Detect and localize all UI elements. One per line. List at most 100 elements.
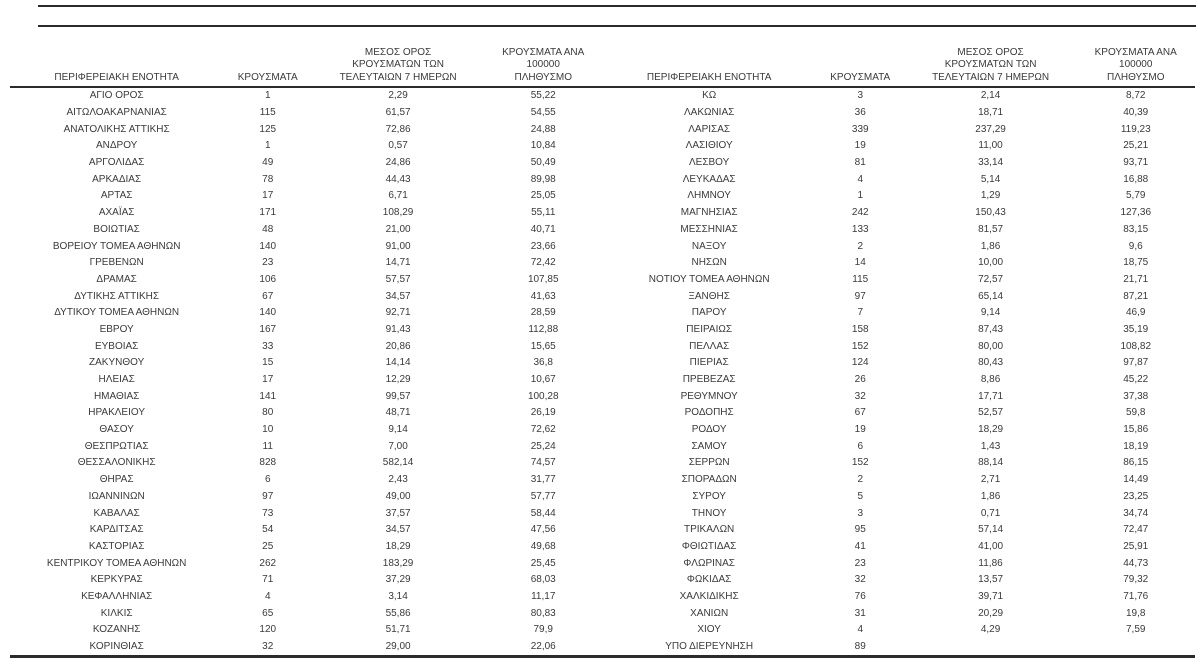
table-row: ΑΓΙΟ ΟΡΟΣ 1 2,29 55,22 [10,87,603,105]
avg7-cell: 10,00 [978,257,1004,269]
table-row: ΓΡΕΒΕΝΩΝ 23 14,71 72,42 [10,255,603,272]
avg7-cell: 87,43 [978,323,1004,335]
table-row: ΥΠΟ ΔΙΕΡΕΥΝΗΣΗ 89 [603,639,1196,656]
per100k-cell: 127,36 [1120,207,1152,219]
per100k-cell: 25,91 [1123,540,1149,552]
avg7-cell [905,639,1077,656]
table-row: ΚΕΦΑΛΛΗΝΙΑΣ 4 3,14 11,17 [10,589,603,606]
region-name-cell: ΚΑΣΤΟΡΙΑΣ [88,540,145,552]
cases-table-right: ΠΕΡΙΦΕΡΕΙΑΚΗ ΕΝΟΤΗΤΑ ΚΡΟΥΣΜΑΤΑ ΜΕΣΟΣ ΟΡΟ… [602,38,1196,656]
region-name-cell: ΑΝΑΤΟΛΙΚΗΣ ΑΤΤΙΚΗΣ [63,123,170,135]
per100k-cell: 25,45 [530,557,556,569]
table-row: ΣΕΡΡΩΝ 152 88,14 86,15 [603,455,1196,472]
cases-cell: 120 [259,624,277,636]
per100k-cell: 23,25 [1123,490,1149,502]
cases-cell: 36 [854,107,866,119]
cases-cell: 115 [259,107,276,119]
per100k-cell: 83,15 [1123,223,1149,235]
region-name-cell: ΔΡΑΜΑΣ [96,273,137,285]
avg7-cell: 0,57 [388,140,408,152]
table-row: ΧΙΟΥ 4 4,29 7,59 [603,622,1196,639]
table-row: ΧΑΛΚΙΔΙΚΗΣ 76 39,71 71,76 [603,589,1196,606]
cases-cell: 262 [259,557,277,569]
cases-cell: 171 [259,207,277,219]
cases-cell: 71 [262,574,274,586]
region-name-cell: ΑΙΤΩΛΟΑΚΑΡΝΑΝΙΑΣ [66,107,167,119]
avg7-cell: 80,00 [978,340,1004,352]
region-name-cell: ΚΕΡΚΥΡΑΣ [90,574,143,586]
avg7-cell: 34,57 [385,290,411,302]
cases-cell: 67 [262,290,274,302]
per100k-cell: 50,49 [530,157,556,169]
avg7-cell: 57,14 [978,524,1004,536]
table-row: ΗΜΑΘΙΑΣ 141 99,57 100,28 [10,388,603,405]
cases-table-left: ΠΕΡΙΦΕΡΕΙΑΚΗ ΕΝΟΤΗΤΑ ΚΡΟΥΣΜΑΤΑ ΜΕΣΟΣ ΟΡΟ… [10,38,603,655]
region-name-cell: ΔΥΤΙΚΗΣ ΑΤΤΙΚΗΣ [74,290,160,302]
cases-cell: 97 [854,290,866,302]
cases-cell: 6 [264,474,271,486]
table-row: ΜΕΣΣΗΝΙΑΣ 133 81,57 83,15 [603,222,1196,239]
per100k-cell: 18,19 [1123,440,1149,452]
region-name-cell: ΛΕΣΒΟΥ [688,157,730,169]
avg7-cell: 24,86 [385,157,411,169]
table-row: ΠΡΕΒΕΖΑΣ 26 8,86 45,22 [603,372,1196,389]
per100k-cell: 10,84 [530,140,556,152]
region-name-cell: ΝΟΤΙΟΥ ΤΟΜΕΑ ΑΘΗΝΩΝ [648,273,770,285]
avg7-cell: 11,86 [978,557,1003,569]
avg7-cell: 81,57 [978,223,1004,235]
region-name-cell: ΜΑΓΝΗΣΙΑΣ [680,207,738,219]
table-row: ΕΥΒΟΙΑΣ 33 20,86 15,65 [10,338,603,355]
cases-cell: 41 [854,540,866,552]
table-row: ΑΙΤΩΛΟΑΚΑΡΝΑΝΙΑΣ 115 61,57 54,55 [10,105,603,122]
table-row: ΡΟΔΟΥ 19 18,29 15,86 [603,422,1196,439]
cases-cell: 32 [262,641,274,653]
avg7-cell: 51,71 [385,624,411,636]
table-row: ΒΟΙΩΤΙΑΣ 48 21,00 40,71 [10,222,603,239]
region-name-cell: ΤΡΙΚΑΛΩΝ [684,524,735,536]
per100k-cell: 86,15 [1123,457,1149,469]
per100k-cell: 31,77 [530,474,556,486]
per100k-cell: 23,66 [530,240,556,252]
region-name-cell: ΗΜΑΘΙΑΣ [93,390,140,402]
avg7-cell: 41,00 [978,540,1004,552]
region-name-cell: ΠΕΙΡΑΙΩΣ [686,323,732,335]
cases-cell: 15 [262,357,274,369]
per100k-cell: 26,19 [530,407,556,419]
table-row: ΚΕΡΚΥΡΑΣ 71 37,29 68,03 [10,572,603,589]
per100k-cell: 15,65 [530,340,556,352]
col-header-cases: ΚΡΟΥΣΜΑΤΑ [815,38,905,88]
per100k-cell: 10,67 [530,374,556,386]
per100k-cell: 112,88 [528,323,559,335]
col-header-per100k: ΚΡΟΥΣΜΑΤΑ ΑΝΑ 100000 ΠΛΗΘΥΣΜΟ [1076,38,1195,88]
region-name-cell: ΒΟΙΩΤΙΑΣ [93,223,140,235]
cases-cell: 25 [262,540,274,552]
avg7-cell: 4,29 [980,624,1001,636]
cases-cell: 97 [262,490,274,502]
per100k-cell: 74,57 [530,457,556,469]
region-name-cell: ΘΑΣΟΥ [99,424,134,436]
avg7-cell: 91,43 [385,323,411,335]
table-row: ΚΑΡΔΙΤΣΑΣ 54 34,57 47,56 [10,522,603,539]
table-row: ΕΒΡΟΥ 167 91,43 112,88 [10,322,603,339]
region-name-cell: ΧΑΝΙΩΝ [690,607,729,619]
table-row: ΧΑΝΙΩΝ 31 20,29 19,8 [603,605,1196,622]
region-name-cell: ΕΥΒΟΙΑΣ [94,340,139,352]
per100k-cell: 80,83 [530,607,556,619]
cases-cell: 48 [262,223,274,235]
table-row: ΚΟΖΑΝΗΣ 120 51,71 79,9 [10,622,603,639]
cases-cell: 54 [262,524,274,536]
avg7-cell: 3,14 [388,590,408,602]
region-name-cell: ΔΥΤΙΚΟΥ ΤΟΜΕΑ ΑΘΗΝΩΝ [54,307,180,319]
top-rule-2 [38,25,1196,27]
avg7-cell: 8,86 [980,374,1001,386]
per100k-cell: 97,87 [1123,357,1149,369]
cases-cell: 17 [262,190,274,202]
region-name-cell: ΗΡΑΚΛΕΙΟΥ [88,407,146,419]
per100k-cell: 44,73 [1123,557,1149,569]
table-row: ΔΥΤΙΚΗΣ ΑΤΤΙΚΗΣ 67 34,57 41,63 [10,288,603,305]
avg7-cell: 183,29 [382,557,414,569]
region-name-cell: ΠΙΕΡΙΑΣ [689,357,729,369]
per100k-cell: 59,8 [1126,407,1146,419]
table-row: ΔΡΑΜΑΣ 106 57,57 107,85 [10,272,603,289]
region-name-cell: ΞΑΝΘΗΣ [688,290,730,302]
